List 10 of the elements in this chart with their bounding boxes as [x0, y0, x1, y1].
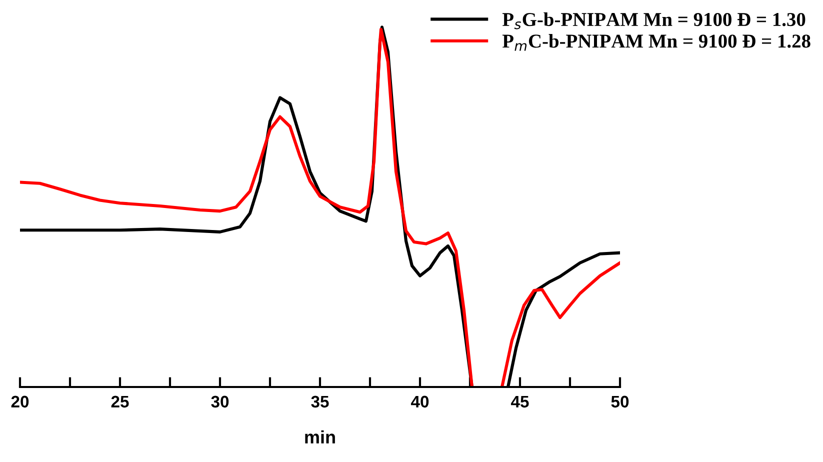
x-tick-label: 30 [211, 396, 229, 408]
x-axis-title: min [305, 430, 335, 444]
x-tick-label: 35 [311, 396, 329, 408]
x-tick-label: 50 [611, 396, 629, 408]
legend-label: P$_{m}$C-b-PNIPAM Mn = 9100 Đ = 1.28 [502, 34, 810, 51]
x-tick-label: 45 [510, 396, 529, 408]
x-tick-label: 20 [11, 396, 29, 408]
x-tick-label: 25 [111, 396, 129, 408]
legend-label: P$_{s}$G-b-PNIPAM Mn = 9100 Đ = 1.30 [502, 12, 806, 30]
x-tick-label: 40 [410, 396, 429, 408]
